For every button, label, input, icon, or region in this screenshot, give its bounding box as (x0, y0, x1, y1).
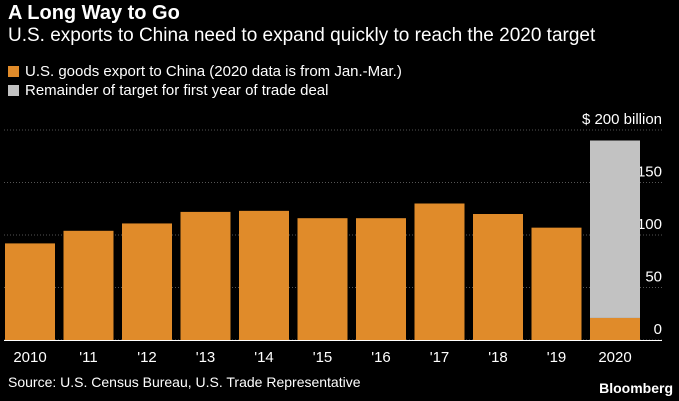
legend: U.S. goods export to China (2020 data is… (8, 62, 402, 100)
bar-exports-8 (473, 214, 523, 340)
bar-exports-1 (63, 230, 114, 340)
bar-exports-10 (590, 317, 640, 340)
bar-exports-3 (180, 211, 231, 340)
bar-exports-6 (356, 218, 406, 340)
chart-title: A Long Way to Go (8, 2, 180, 24)
legend-swatch-remainder (8, 85, 19, 96)
x-tick-label-10: 2020 (598, 349, 631, 366)
x-tick-label-3: '13 (196, 349, 216, 366)
bar-exports-2 (122, 223, 172, 340)
y-tick-label-0: 0 (654, 321, 662, 338)
y-tick-label-200: $ 200 billion (582, 111, 662, 128)
legend-swatch-exports (8, 66, 19, 77)
legend-label-exports: U.S. goods export to China (2020 data is… (25, 63, 402, 80)
y-tick-label-100: 100 (637, 216, 662, 233)
legend-item-remainder: Remainder of target for first year of tr… (8, 81, 402, 100)
bloomberg-logo: Bloomberg (599, 380, 673, 396)
legend-item-exports: U.S. goods export to China (2020 data is… (8, 62, 402, 81)
bar-exports-7 (414, 203, 465, 340)
bar-remainder-10 (590, 140, 640, 318)
legend-label-remainder: Remainder of target for first year of tr… (25, 82, 329, 99)
y-tick-label-150: 150 (637, 164, 662, 181)
x-tick-label-1: '11 (79, 349, 97, 366)
x-tick-label-2: '12 (137, 349, 157, 366)
bar-exports-0 (5, 243, 55, 340)
bar-exports-9 (531, 227, 582, 340)
x-tick-label-9: '19 (547, 349, 567, 366)
bar-exports-5 (297, 218, 348, 340)
x-tick-label-0: 2010 (13, 349, 46, 366)
bar-exports-4 (239, 210, 289, 340)
x-tick-label-6: '16 (371, 349, 391, 366)
chart-subtitle: U.S. exports to China need to expand qui… (8, 25, 596, 46)
x-tick-label-8: '18 (488, 349, 508, 366)
source-note: Source: U.S. Census Bureau, U.S. Trade R… (8, 374, 361, 390)
x-tick-label-7: '17 (430, 349, 450, 366)
y-tick-label-50: 50 (645, 269, 662, 286)
x-tick-label-5: '15 (313, 349, 333, 366)
x-tick-label-4: '14 (254, 349, 274, 366)
